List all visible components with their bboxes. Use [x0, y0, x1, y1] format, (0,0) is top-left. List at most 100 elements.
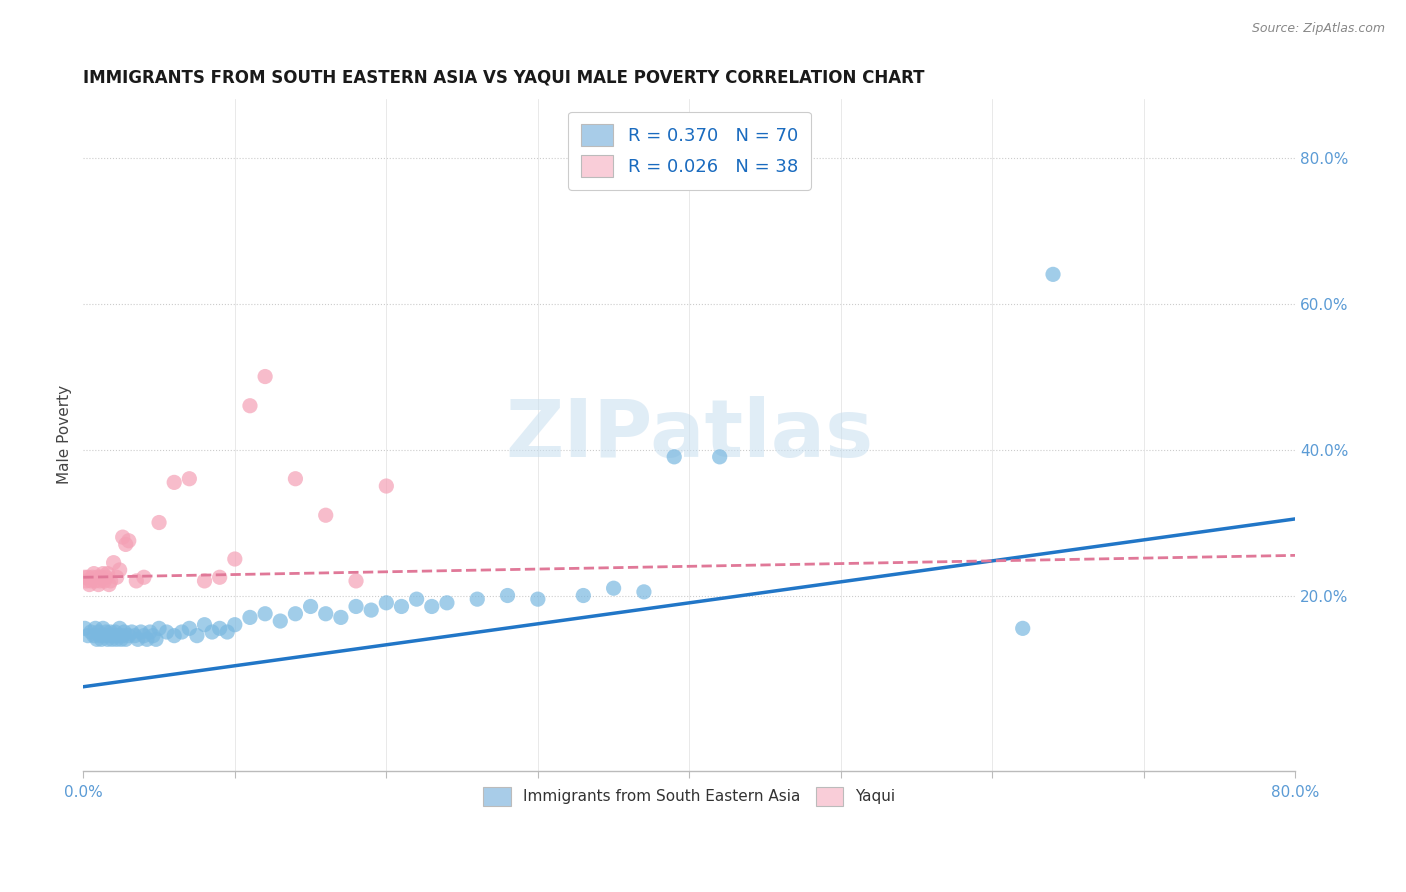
Point: [375, 596, 398, 610]
Point: [111, 629, 134, 643]
Point: [82, 570, 104, 584]
Point: [186, 629, 208, 643]
Point: [84, 621, 107, 635]
Point: [107, 629, 129, 643]
Point: [193, 617, 215, 632]
Point: [91, 566, 114, 581]
Point: [103, 629, 125, 643]
Point: [86, 632, 108, 647]
Point: [179, 621, 201, 635]
Point: [80, 625, 103, 640]
Point: [127, 632, 149, 647]
Point: [145, 632, 167, 647]
Point: [224, 552, 246, 566]
Point: [391, 599, 413, 614]
Point: [96, 566, 118, 581]
Point: [239, 399, 262, 413]
Point: [208, 621, 231, 635]
Point: [375, 479, 398, 493]
Point: [179, 472, 201, 486]
Point: [148, 516, 170, 530]
Point: [100, 574, 122, 588]
Point: [87, 625, 110, 640]
Point: [405, 592, 427, 607]
Point: [93, 574, 115, 588]
Point: [496, 589, 519, 603]
Point: [299, 599, 322, 614]
Point: [201, 625, 224, 640]
Point: [121, 625, 143, 640]
Point: [132, 570, 155, 584]
Point: [76, 570, 98, 584]
Point: [108, 621, 131, 635]
Point: [170, 625, 193, 640]
Point: [79, 577, 101, 591]
Point: [664, 450, 686, 464]
Point: [436, 596, 458, 610]
Point: [90, 570, 112, 584]
Point: [132, 629, 155, 643]
Point: [344, 574, 367, 588]
Point: [217, 625, 239, 640]
Point: [269, 614, 291, 628]
Point: [136, 632, 159, 647]
Point: [1042, 268, 1064, 282]
Point: [129, 625, 152, 640]
Point: [91, 621, 114, 635]
Point: [420, 599, 443, 614]
Point: [284, 607, 307, 621]
Point: [527, 592, 550, 607]
Point: [114, 537, 136, 551]
Point: [118, 533, 141, 548]
Point: [73, 621, 96, 635]
Point: [76, 629, 98, 643]
Point: [118, 629, 141, 643]
Point: [114, 632, 136, 647]
Legend: Immigrants from South Eastern Asia, Yaqui: Immigrants from South Eastern Asia, Yaqu…: [475, 780, 903, 814]
Point: [89, 629, 111, 643]
Point: [344, 599, 367, 614]
Point: [142, 629, 165, 643]
Point: [100, 625, 122, 640]
Point: [254, 369, 277, 384]
Point: [139, 625, 162, 640]
Point: [83, 566, 105, 581]
Point: [254, 607, 277, 621]
Point: [75, 574, 97, 588]
Point: [360, 603, 382, 617]
Point: [112, 625, 135, 640]
Point: [193, 574, 215, 588]
Point: [86, 570, 108, 584]
Point: [148, 621, 170, 635]
Point: [93, 629, 115, 643]
Point: [83, 629, 105, 643]
Point: [125, 574, 148, 588]
Point: [633, 585, 655, 599]
Point: [96, 632, 118, 647]
Point: [315, 607, 337, 621]
Point: [80, 574, 103, 588]
Point: [108, 563, 131, 577]
Point: [98, 577, 121, 591]
Point: [602, 581, 624, 595]
Point: [224, 617, 246, 632]
Point: [315, 508, 337, 523]
Point: [465, 592, 488, 607]
Point: [98, 629, 121, 643]
Point: [89, 574, 111, 588]
Point: [103, 556, 125, 570]
Point: [84, 574, 107, 588]
Point: [709, 450, 731, 464]
Point: [110, 632, 132, 647]
Point: [284, 472, 307, 486]
Point: [73, 570, 96, 584]
Point: [1011, 621, 1033, 635]
Y-axis label: Male Poverty: Male Poverty: [58, 385, 72, 484]
Point: [105, 570, 128, 584]
Point: [329, 610, 352, 624]
Point: [94, 625, 117, 640]
Point: [156, 625, 179, 640]
Point: [104, 625, 127, 640]
Point: [105, 632, 128, 647]
Point: [163, 629, 186, 643]
